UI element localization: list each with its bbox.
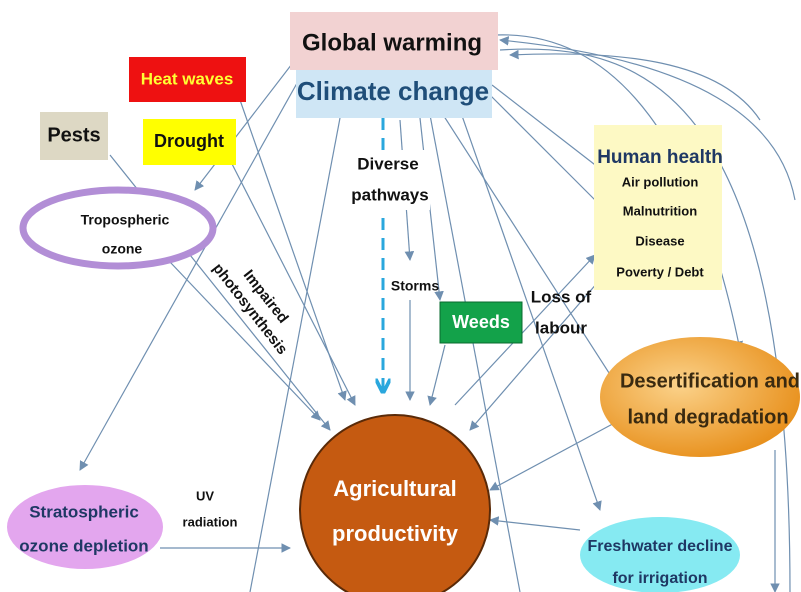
stratospheric-ozone-line: ozone depletion — [19, 536, 148, 555]
storms: Storms — [391, 278, 439, 294]
desertification-ellipse — [600, 337, 800, 457]
weeds-box — [439, 301, 523, 344]
global-warming: Global warming — [302, 29, 482, 56]
climate-change-box — [296, 70, 492, 118]
loss-of-labour-line: labour — [535, 318, 587, 337]
weeds: Weeds — [452, 312, 510, 332]
pests: Pests — [47, 124, 100, 146]
freshwater-line: Freshwater decline — [588, 538, 733, 555]
heat-waves: Heat waves — [141, 69, 234, 88]
pests-box — [40, 112, 108, 160]
uv-radiation-line: radiation — [183, 514, 238, 529]
agricultural-productivity-line: productivity — [332, 521, 459, 546]
diverse-pathways-line: Diverse — [357, 154, 418, 173]
freshwater-ellipse — [580, 517, 740, 592]
loss-of-labour-line: Loss of — [531, 287, 592, 306]
stratospheric-ozone-ellipse — [7, 485, 163, 569]
tropospheric-ozone-ellipse — [19, 186, 217, 270]
desertification-line: land degradation — [627, 406, 788, 428]
human-health-item: Poverty / Debt — [616, 264, 704, 279]
human-health-title: Human health — [597, 147, 723, 168]
stratospheric-ozone-line: Stratospheric — [29, 502, 139, 521]
drought: Drought — [154, 131, 224, 151]
human-health-item: Air pollution — [622, 174, 699, 189]
freshwater-line: for irrigation — [612, 570, 707, 587]
diverse-pathways-line: pathways — [351, 185, 428, 204]
diverse-pathways-bg — [350, 150, 430, 210]
human-health-item: Disease — [635, 233, 684, 248]
agricultural-productivity-circle — [299, 414, 491, 592]
impaired-photosynthesis: Impaired photosynthesis — [209, 260, 292, 358]
desertification-line: Desertification and — [620, 370, 800, 392]
climate-change: Climate change — [297, 76, 489, 106]
heat-waves-box — [129, 57, 246, 102]
human-health-box — [594, 125, 722, 290]
agricultural-productivity-line: Agricultural — [333, 476, 456, 501]
tropospheric-ozone-line: Tropospheric — [81, 212, 170, 228]
drought-box — [143, 119, 236, 165]
human-health-item: Malnutrition — [623, 203, 697, 218]
tropospheric-ozone-line: ozone — [102, 241, 143, 257]
global-warming-box — [290, 12, 498, 70]
uv-radiation-line: UV — [196, 488, 214, 503]
